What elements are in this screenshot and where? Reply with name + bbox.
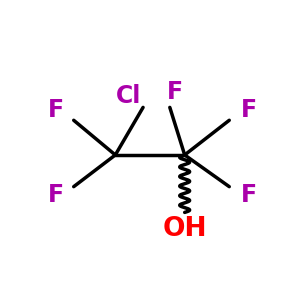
Text: F: F bbox=[48, 98, 64, 122]
Text: OH: OH bbox=[162, 216, 207, 242]
Text: Cl: Cl bbox=[116, 83, 141, 107]
Text: F: F bbox=[241, 98, 257, 122]
Text: F: F bbox=[167, 80, 183, 103]
Text: F: F bbox=[48, 183, 64, 207]
Text: F: F bbox=[241, 183, 257, 207]
